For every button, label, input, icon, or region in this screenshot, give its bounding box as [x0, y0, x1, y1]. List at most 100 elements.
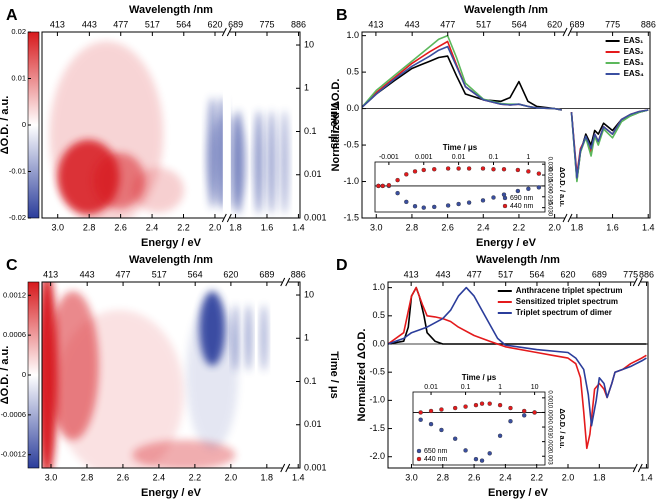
- inset-point: [508, 405, 513, 411]
- colorbar-label: ΔO.D. / a.u.: [0, 346, 11, 405]
- inset-x-axis-label: Time / μs: [443, 143, 478, 152]
- inset-point: [487, 451, 492, 456]
- legend-label: Sensitized triplet spectrum: [516, 297, 618, 306]
- axis-break: [280, 277, 286, 287]
- x-tick-label: 2.2: [177, 222, 190, 232]
- y-tick-label: -1.5: [369, 423, 385, 433]
- plot-frame: [41, 281, 301, 469]
- x2-tick-label: 620: [547, 19, 562, 29]
- inset-point: [479, 458, 485, 463]
- heatmap: [42, 282, 290, 468]
- inset-y-tick-label: -0.001: [546, 419, 552, 437]
- x-tick-label: 2.2: [513, 222, 526, 232]
- inset-point: [536, 171, 542, 176]
- inset-point: [497, 433, 503, 438]
- inset-point: [480, 198, 486, 203]
- inset-y-tick-label: 0.015: [546, 168, 552, 184]
- x2-tick-label: 477: [467, 269, 482, 279]
- x-tick-label: 1.8: [229, 222, 242, 232]
- colorbar-tick-label: 0.0006: [3, 330, 26, 339]
- inset-x-tick-label: 0.001: [415, 154, 433, 161]
- inset-x-axis-label: Time / μs: [462, 373, 497, 382]
- inset-point: [428, 421, 434, 427]
- heatmap-region: [186, 300, 239, 450]
- x2-tick-label: 775: [259, 19, 274, 29]
- inset-point: [480, 166, 486, 171]
- inset-point: [491, 167, 496, 172]
- y2-axis-label: Time / μs: [328, 101, 340, 149]
- x2-tick-label: 443: [82, 19, 97, 29]
- legend-label: EAS₃: [624, 58, 644, 67]
- inset-point: [418, 410, 423, 415]
- inset-point: [487, 401, 492, 406]
- colorbar-tick-label: -0.0012: [1, 450, 26, 459]
- x-tick-label: 1.6: [606, 222, 619, 232]
- x2-axis-label: Wavelength /nm: [129, 254, 213, 266]
- y-tick-label: 1.0: [346, 30, 359, 40]
- inset-x-tick-label: 0.1: [461, 384, 471, 391]
- inset-point: [412, 169, 418, 174]
- x2-tick-label: 443: [80, 269, 95, 279]
- inset-point: [376, 183, 381, 189]
- x2-tick-label: 413: [43, 269, 58, 279]
- series-line: [361, 55, 649, 181]
- x2-tick-label: 886: [291, 269, 306, 279]
- inset-point: [491, 195, 496, 200]
- axis-break: [226, 213, 232, 223]
- y-axis-label: Normalized ΔO.D.: [330, 79, 342, 172]
- inset-point: [418, 417, 423, 422]
- inset-point: [526, 186, 531, 192]
- x2-tick-label: 517: [145, 19, 160, 29]
- x-tick-label: 1.8: [261, 472, 274, 482]
- x-tick-label: 2.4: [146, 222, 159, 232]
- inset-y-tick-label: 0.001: [546, 390, 552, 406]
- y-tick-label: -0.5: [343, 139, 359, 149]
- plot-frame: [387, 281, 649, 469]
- colorbar-tick-label: 0.0012: [3, 290, 26, 299]
- inset-point: [421, 205, 426, 210]
- inset-y-axis-label: ΔO.D. / a.u.: [558, 409, 567, 449]
- axis-break-gap: [223, 30, 230, 34]
- inset-point: [466, 200, 472, 205]
- y2-tick-label: 10: [304, 289, 314, 299]
- axis-break: [637, 277, 643, 287]
- x2-tick-label: 620: [207, 19, 222, 29]
- x2-tick-label: 517: [476, 19, 491, 29]
- inset-y-tick-label: -0.030: [546, 199, 552, 217]
- x2-axis-label: Wavelength /nm: [464, 4, 548, 16]
- plot-frame: [361, 31, 651, 219]
- axis-break: [637, 463, 643, 473]
- break-band: [222, 32, 231, 218]
- axis-break-gap: [564, 30, 571, 34]
- axis-break-gap: [634, 466, 641, 470]
- y2-tick-label: 1: [304, 83, 309, 93]
- heatmap-region: [54, 309, 184, 468]
- y-axis-label: Normalized ΔO.D.: [356, 329, 368, 422]
- x2-tick-label: 413: [404, 269, 419, 279]
- x-tick-label: 1.4: [292, 472, 305, 482]
- inset-point: [526, 169, 531, 174]
- inset-point: [473, 402, 479, 408]
- legend-label: Anthracene triplet spectrum: [516, 286, 623, 295]
- x2-tick-label: 775: [605, 19, 620, 29]
- x2-axis-label: Wavelength /nm: [476, 254, 560, 266]
- colorbar-tick-label: 0: [22, 370, 26, 379]
- inset-point: [479, 401, 485, 406]
- x2-tick-label: 564: [188, 269, 203, 279]
- inset-x-tick-label: 0.01: [424, 384, 438, 391]
- x2-tick-label: 886: [641, 19, 656, 29]
- x-tick-label: 1.8: [593, 472, 606, 482]
- inset-point: [536, 185, 542, 190]
- y2-tick-label: 10: [304, 39, 314, 49]
- inset-point: [473, 456, 479, 462]
- heatmap: [49, 32, 289, 218]
- inset-x-tick-label: 0.1: [489, 154, 499, 161]
- panel-label: A: [6, 7, 18, 24]
- inset-point: [466, 166, 472, 171]
- legend-label: EAS₂: [624, 47, 644, 56]
- x2-tick-label: 564: [512, 19, 527, 29]
- axis-break-gap: [282, 466, 289, 470]
- inset-point: [445, 166, 451, 171]
- axis-break-gap: [223, 216, 230, 220]
